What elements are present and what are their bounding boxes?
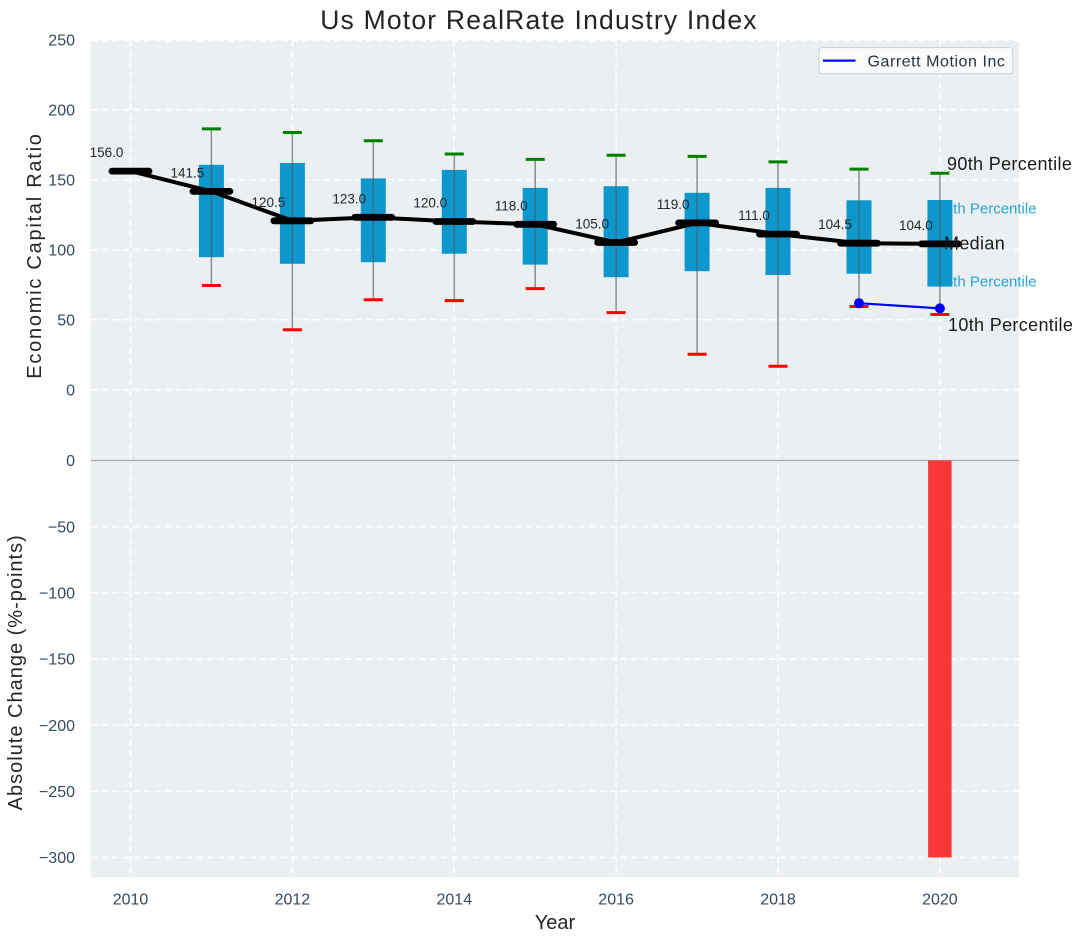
svg-text:75th Percentile: 75th Percentile	[937, 200, 1037, 217]
svg-text:−100: −100	[39, 586, 75, 603]
svg-text:Garrett Motion Inc: Garrett Motion Inc	[868, 54, 1006, 71]
svg-text:105.0: 105.0	[575, 217, 609, 232]
svg-text:123.0: 123.0	[332, 191, 366, 206]
svg-text:2020: 2020	[922, 892, 958, 909]
svg-text:Economic Capital Ratio: Economic Capital Ratio	[24, 132, 46, 378]
svg-text:−200: −200	[39, 718, 75, 735]
svg-text:2010: 2010	[113, 892, 149, 909]
svg-text:156.0: 156.0	[90, 145, 124, 160]
svg-text:2012: 2012	[275, 892, 311, 909]
svg-text:100: 100	[48, 243, 75, 260]
svg-text:−150: −150	[39, 652, 75, 669]
svg-text:90th Percentile: 90th Percentile	[947, 154, 1072, 174]
svg-text:Us Motor RealRate Industry Ind: Us Motor RealRate Industry Index	[320, 5, 758, 35]
svg-text:250: 250	[48, 32, 75, 49]
svg-text:141.5: 141.5	[171, 165, 205, 180]
svg-text:−250: −250	[39, 784, 75, 801]
svg-text:118.0: 118.0	[495, 198, 528, 213]
svg-text:−50: −50	[48, 519, 75, 536]
svg-text:−300: −300	[39, 850, 75, 867]
svg-text:Year: Year	[535, 912, 576, 934]
svg-text:25th Percentile: 25th Percentile	[937, 274, 1037, 291]
svg-text:200: 200	[48, 102, 75, 119]
svg-text:0: 0	[66, 453, 75, 470]
svg-text:120.5: 120.5	[252, 195, 286, 210]
svg-text:119.0: 119.0	[657, 197, 690, 212]
svg-text:120.0: 120.0	[413, 196, 447, 211]
svg-text:104.5: 104.5	[818, 217, 852, 232]
svg-text:150: 150	[48, 172, 75, 189]
svg-text:10th Percentile: 10th Percentile	[948, 315, 1073, 335]
svg-text:2014: 2014	[437, 892, 473, 909]
svg-text:111.0: 111.0	[738, 208, 770, 223]
svg-text:Absolute Change (%-points): Absolute Change (%-points)	[5, 534, 27, 810]
svg-text:2016: 2016	[598, 892, 634, 909]
svg-text:2018: 2018	[760, 892, 796, 909]
svg-text:50: 50	[57, 313, 75, 330]
svg-text:0: 0	[66, 382, 75, 399]
svg-text:Median: Median	[944, 234, 1005, 254]
svg-text:104.0: 104.0	[899, 218, 933, 233]
